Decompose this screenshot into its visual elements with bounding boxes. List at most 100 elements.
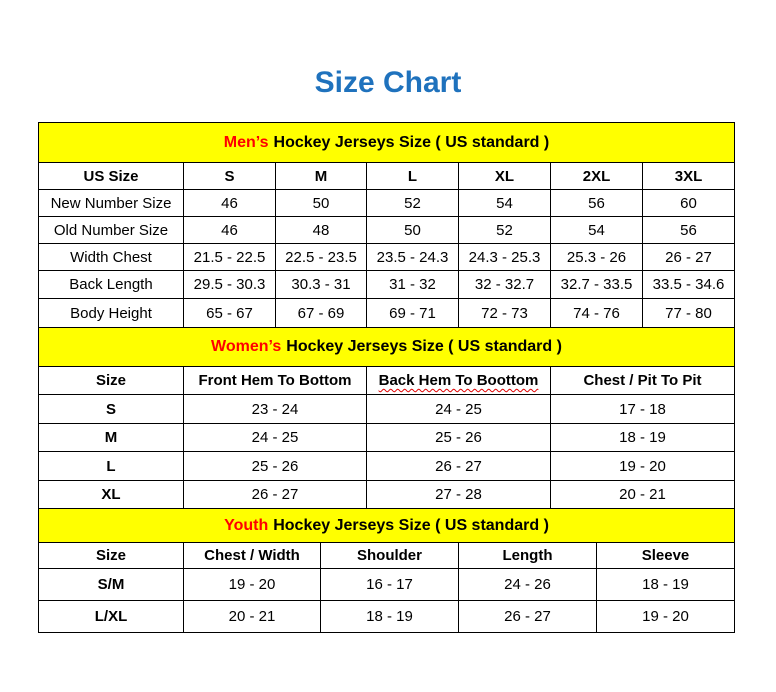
- table-cell: 24 - 25: [367, 395, 551, 424]
- table-cell: 26 - 27: [459, 601, 597, 633]
- table-cell: 52: [459, 217, 551, 244]
- row-label: S: [39, 395, 184, 424]
- youth-accent-label: Youth: [224, 516, 269, 534]
- table-cell: 26 - 27: [643, 244, 735, 271]
- row-label: Back Length: [39, 271, 184, 299]
- table-cell: 32 - 32.7: [459, 271, 551, 299]
- table-row: S/M 19 - 20 16 - 17 24 - 26 18 - 19: [39, 569, 735, 601]
- column-header-label: L: [407, 167, 418, 185]
- table-cell: 26 - 27: [184, 481, 367, 509]
- column-header-label: Chest / Width: [204, 547, 300, 564]
- table-cell: 77 - 80: [643, 299, 735, 328]
- womens-section-header: Women’s Hockey Jerseys Size ( US standard…: [39, 328, 735, 367]
- table-cell: 52: [367, 190, 459, 217]
- table-cell: 23.5 - 24.3: [367, 244, 459, 271]
- column-header: 2XL: [551, 163, 643, 190]
- youth-column-header-row: Size Chest / Width Shoulder Length Sleeve: [39, 543, 735, 569]
- table-cell: 16 - 17: [321, 569, 459, 601]
- column-header: Front Hem To Bottom: [184, 367, 367, 395]
- table-row: New Number Size 46 50 52 54 56 60: [39, 190, 735, 217]
- table-cell: 50: [367, 217, 459, 244]
- page-title: Size Chart: [314, 66, 462, 99]
- column-header: Sleeve: [597, 543, 735, 569]
- column-header: Back Hem To Boottom: [367, 367, 551, 395]
- column-header-label: Sleeve: [641, 547, 690, 564]
- womens-section: Women’s Hockey Jerseys Size ( US standard…: [39, 328, 735, 509]
- table-cell: 25.3 - 26: [551, 244, 643, 271]
- youth-section-header: Youth Hockey Jerseys Size ( US standard ): [39, 509, 735, 543]
- table-cell: 24 - 26: [459, 569, 597, 601]
- table-cell: 46: [184, 217, 276, 244]
- column-header-label: 2XL: [582, 167, 611, 185]
- table-cell: 56: [643, 217, 735, 244]
- table-cell: 32.7 - 33.5: [551, 271, 643, 299]
- column-header: US Size: [39, 163, 184, 190]
- column-header-label: Back Hem To Boottom: [378, 372, 539, 389]
- table-cell: 22.5 - 23.5: [276, 244, 367, 271]
- column-header-label: Length: [502, 547, 553, 564]
- table-cell: 54: [459, 190, 551, 217]
- table-cell: 31 - 32: [367, 271, 459, 299]
- column-header: 3XL: [643, 163, 735, 190]
- column-header-label: Size: [95, 372, 126, 389]
- table-cell: 69 - 71: [367, 299, 459, 328]
- table-cell: 46: [184, 190, 276, 217]
- womens-accent-label: Women’s: [211, 338, 282, 355]
- womens-heading: Hockey Jerseys Size ( US standard ): [286, 338, 562, 355]
- column-header-label: Size: [95, 547, 126, 564]
- table-cell: 30.3 - 31: [276, 271, 367, 299]
- column-header-label: Shoulder: [356, 547, 422, 564]
- row-label: Body Height: [39, 299, 184, 328]
- table-row: L/XL 20 - 21 18 - 19 26 - 27 19 - 20: [39, 601, 735, 633]
- table-cell: 18 - 19: [597, 569, 735, 601]
- row-label: M: [39, 424, 184, 452]
- mens-section: Men’s Hockey Jerseys Size ( US standard )…: [39, 123, 735, 328]
- column-header: Chest / Width: [184, 543, 321, 569]
- youth-heading: Hockey Jerseys Size ( US standard ): [273, 516, 549, 534]
- table-cell: 48: [276, 217, 367, 244]
- table-cell: 19 - 20: [551, 452, 735, 481]
- table-cell: 17 - 18: [551, 395, 735, 424]
- table-cell: 24 - 25: [184, 424, 367, 452]
- table-cell: 29.5 - 30.3: [184, 271, 276, 299]
- youth-section: Youth Hockey Jerseys Size ( US standard )…: [39, 509, 735, 633]
- table-row: Body Height 65 - 67 67 - 69 69 - 71 72 - 73 7…: [39, 299, 735, 328]
- column-header: Size: [39, 543, 184, 569]
- row-label: L/XL: [39, 601, 184, 633]
- table-cell: 24.3 - 25.3: [459, 244, 551, 271]
- column-header-label: M: [314, 167, 328, 185]
- column-header: M: [276, 163, 367, 190]
- table-row: L 25 - 26 26 - 27 19 - 20: [39, 452, 735, 481]
- column-header-label: US Size: [83, 167, 139, 185]
- row-label: S/M: [39, 569, 184, 601]
- table-cell: 25 - 26: [367, 424, 551, 452]
- table-cell: 27 - 28: [367, 481, 551, 509]
- table-row: Back Length 29.5 - 30.3 30.3 - 31 31 - 32 32…: [39, 271, 735, 299]
- table-row: S 23 - 24 24 - 25 17 - 18: [39, 395, 735, 424]
- table-cell: 19 - 20: [184, 569, 321, 601]
- row-label: Width Chest: [39, 244, 184, 271]
- table-cell: 25 - 26: [184, 452, 367, 481]
- row-label: New Number Size: [39, 190, 184, 217]
- column-header: Shoulder: [321, 543, 459, 569]
- table-cell: 50: [276, 190, 367, 217]
- mens-section-header: Men’s Hockey Jerseys Size ( US standard ): [39, 123, 735, 163]
- mens-accent-label: Men’s: [223, 133, 269, 151]
- table-cell: 23 - 24: [184, 395, 367, 424]
- table-cell: 19 - 20: [597, 601, 735, 633]
- table-cell: 56: [551, 190, 643, 217]
- table-cell: 33.5 - 34.6: [643, 271, 735, 299]
- table-cell: 67 - 69: [276, 299, 367, 328]
- table-cell: 60: [643, 190, 735, 217]
- table-row: M 24 - 25 25 - 26 18 - 19: [39, 424, 735, 452]
- table-cell: 54: [551, 217, 643, 244]
- row-label: XL: [39, 481, 184, 509]
- column-header: XL: [459, 163, 551, 190]
- column-header: Chest / Pit To Pit: [551, 367, 735, 395]
- womens-column-header-row: Size Front Hem To Bottom Back Hem To Boott…: [39, 367, 735, 395]
- table-cell: 21.5 - 22.5: [184, 244, 276, 271]
- column-header-label: Front Hem To Bottom: [198, 372, 352, 389]
- mens-heading: Hockey Jerseys Size ( US standard ): [273, 133, 550, 151]
- column-header-label: S: [224, 167, 235, 185]
- column-header: Length: [459, 543, 597, 569]
